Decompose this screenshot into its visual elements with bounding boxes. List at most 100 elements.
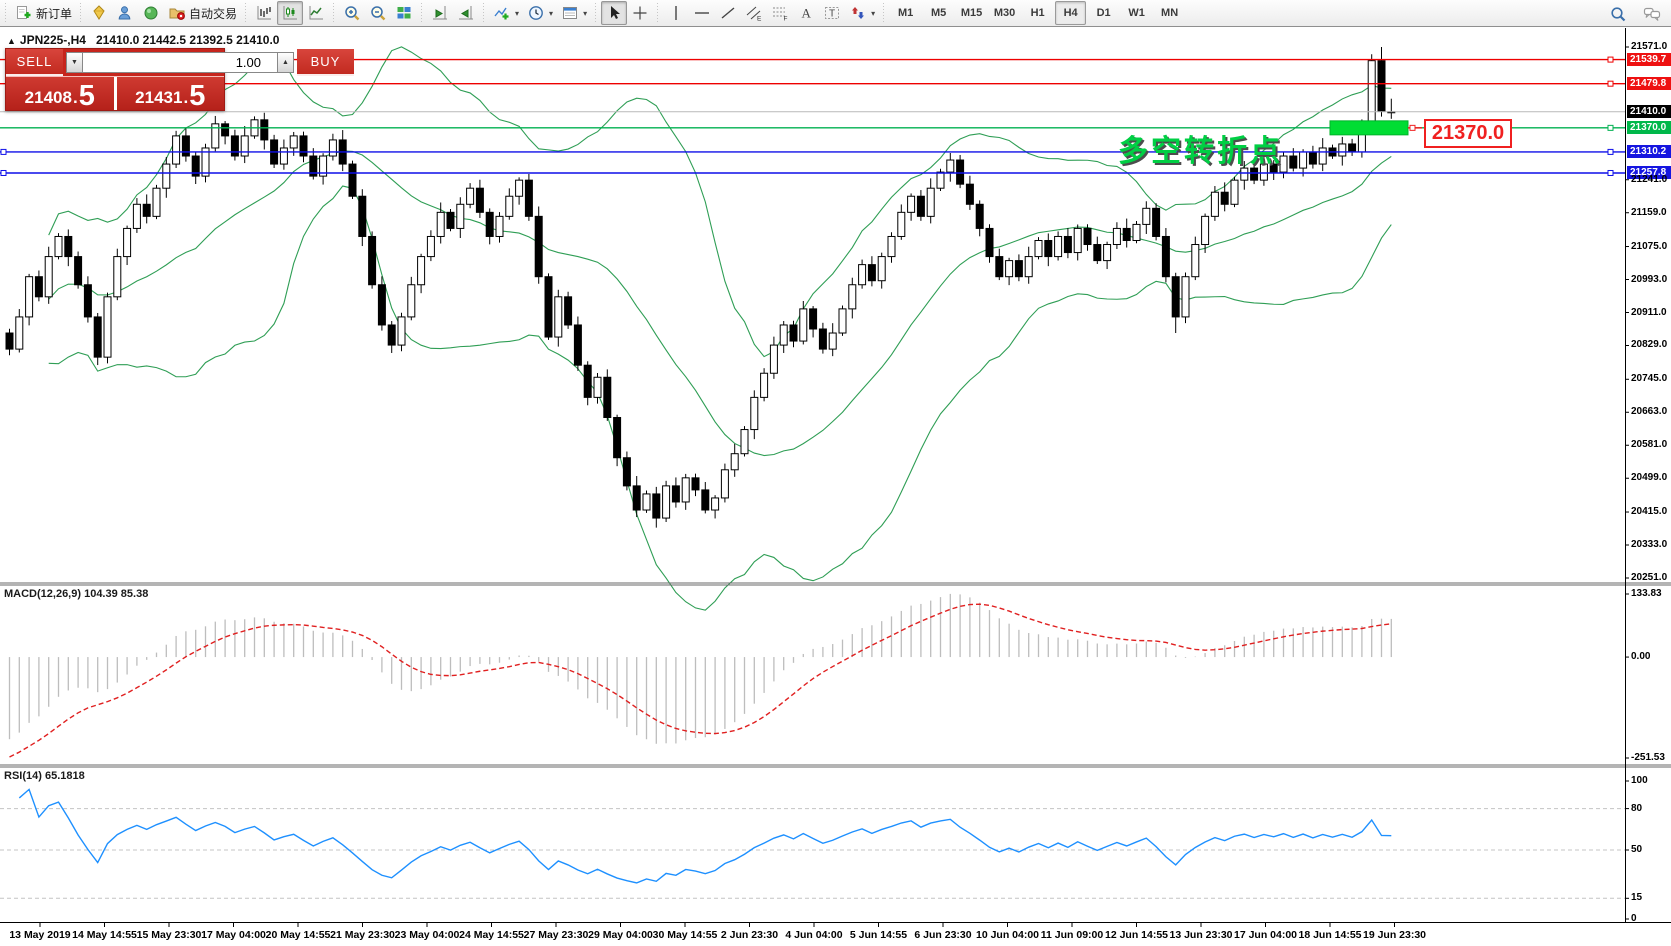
annotation-turning-point[interactable]: 多空转折点 [1118, 135, 1283, 168]
timeframe-m1-button[interactable]: M1 [897, 7, 914, 19]
annotation-price-callout[interactable]: 21370.0 [1424, 119, 1512, 148]
candle [789, 320, 798, 348]
candle [515, 177, 524, 205]
equidistant-channel-button[interactable]: E [741, 1, 767, 25]
candle [93, 312, 102, 366]
trade-panel-top-row: SELL ▼ ▲ BUY [6, 49, 354, 76]
news-button[interactable] [138, 1, 164, 25]
indicators-icon [494, 7, 509, 20]
line-handle[interactable] [1607, 124, 1614, 131]
callout-handle[interactable] [1409, 124, 1416, 131]
candle [25, 273, 34, 326]
community-profile-button[interactable] [112, 1, 138, 25]
time-label: 17 May 04:00 [201, 929, 266, 941]
volume-decrease-button[interactable]: ▼ [66, 52, 83, 73]
candle [83, 276, 92, 323]
periods-button[interactable]: ▾ [523, 1, 557, 25]
time-label: 14 May 14:55 [72, 929, 137, 941]
line-handle[interactable] [1607, 80, 1614, 87]
gem-button[interactable] [86, 1, 112, 25]
candlestick-mode-button[interactable] [277, 1, 304, 25]
sell-price[interactable]: 21408. 5 [6, 77, 114, 112]
candle [1220, 182, 1229, 212]
auto-scroll-button[interactable] [427, 1, 453, 25]
sell-price-frac: 5 [78, 80, 95, 112]
bar-chart-mode-button[interactable] [251, 1, 277, 25]
gem-icon [93, 5, 105, 20]
macd-tick-label: 0.00 [1631, 651, 1651, 663]
search-button[interactable] [1605, 2, 1631, 26]
timeframe-d1-button[interactable]: D1 [1096, 7, 1111, 19]
vertical-line-button[interactable] [663, 1, 689, 25]
buy-price[interactable]: 21431. 5 [116, 77, 224, 111]
candle [44, 246, 53, 304]
tile-windows-button[interactable] [391, 1, 417, 25]
price-tick-label: 21159.0 [1631, 206, 1667, 218]
cursor-icon [611, 6, 621, 19]
candle [877, 252, 886, 289]
svg-text:E: E [757, 16, 762, 23]
zoom-out-button[interactable] [365, 1, 391, 25]
autotrading-label: 自动交易 [189, 6, 238, 21]
time-label: 21 May 23:30 [330, 929, 395, 941]
candle [534, 206, 543, 284]
price-tick-label: 21241.0 [1631, 173, 1668, 185]
candle [34, 270, 43, 302]
candle [1152, 203, 1161, 241]
line-handle[interactable] [1607, 56, 1614, 63]
candle [662, 480, 671, 523]
timeframe-mn-button[interactable]: MN [1161, 7, 1179, 19]
templates-button[interactable]: ▾ [557, 1, 591, 25]
candle [260, 112, 269, 150]
zoom-out-icon [371, 6, 386, 21]
text-icon: A [802, 6, 812, 21]
timeframe-m15-button[interactable]: M15 [960, 7, 983, 19]
trendline-button[interactable] [715, 1, 741, 25]
candle [1210, 186, 1219, 221]
timeframe-h4-button[interactable]: H4 [1055, 1, 1087, 25]
time-label: 10 Jun 04:00 [975, 929, 1040, 941]
line-chart-mode-button[interactable] [303, 1, 329, 25]
text-button[interactable]: A [793, 1, 819, 25]
timeframe-m30-button[interactable]: M30 [993, 7, 1016, 19]
zoom-in-button[interactable] [339, 1, 365, 25]
candle [505, 188, 514, 220]
candle [907, 193, 916, 221]
candle [809, 306, 818, 338]
volume-increase-button[interactable]: ▲ [277, 52, 294, 73]
candle [564, 291, 573, 329]
candle [397, 312, 406, 352]
autotrading-button[interactable]: 自动交易 [164, 1, 241, 25]
line-handle[interactable] [1607, 148, 1614, 155]
sell-button[interactable]: SELL [6, 49, 63, 76]
timeframe-m5-button[interactable]: M5 [930, 7, 947, 19]
new-order-button[interactable]: 新订单 [11, 1, 76, 25]
timeframe-w1-button[interactable]: W1 [1128, 7, 1145, 19]
volume-input[interactable] [83, 52, 277, 73]
chat-button[interactable] [1639, 2, 1665, 26]
line-handle[interactable] [0, 148, 7, 155]
cursor-button[interactable] [601, 1, 628, 25]
chart-shift-button[interactable] [453, 1, 479, 25]
candle [485, 208, 494, 245]
candle [201, 143, 210, 183]
candle [946, 152, 955, 182]
crosshair-button[interactable] [627, 1, 653, 25]
buy-button[interactable]: BUY [297, 49, 354, 76]
candle [593, 373, 602, 404]
line-handle[interactable] [1607, 169, 1614, 176]
arrows-button[interactable]: ▾ [845, 1, 879, 25]
time-label: 13 May 2019 [9, 929, 71, 941]
indicators-button[interactable]: ▾ [489, 1, 523, 25]
time-label: 19 Jun 23:30 [1362, 929, 1427, 941]
trendline-icon [721, 7, 735, 19]
panel-collapse-icon[interactable]: ▲ [7, 36, 16, 46]
toolbar: 新订单 自动交易 ▾ ▾ ▾ E F A T ▾ M1 M5 M15 M30 H1 H4 D1 W1 MN [0, 0, 1671, 27]
timeframe-h1-button[interactable]: H1 [1030, 7, 1045, 19]
horizontal-line-button[interactable] [689, 1, 715, 25]
candle [123, 225, 132, 266]
line-handle[interactable] [0, 169, 7, 176]
candle [348, 160, 357, 200]
text-label-button[interactable]: T [819, 1, 845, 25]
fibonacci-button[interactable]: F [767, 1, 793, 25]
